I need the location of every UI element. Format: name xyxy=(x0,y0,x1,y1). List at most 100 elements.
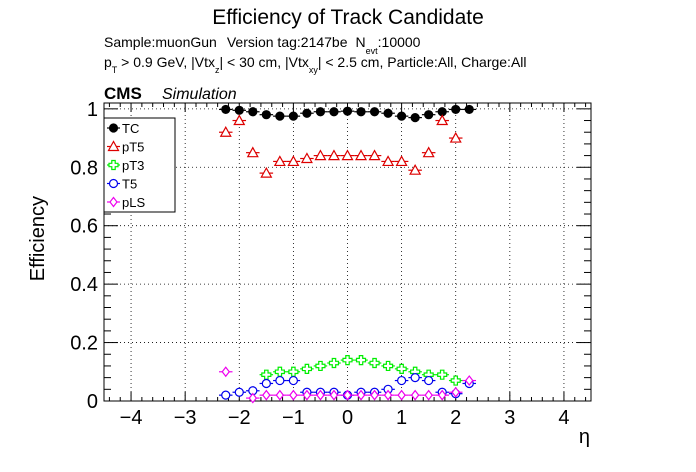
y-tick-label: 0 xyxy=(87,391,98,413)
chart-title: Efficiency of Track Candidate xyxy=(212,6,484,29)
pT3-point xyxy=(382,360,394,372)
y-axis-label: Efficiency xyxy=(27,196,49,281)
y-tick-label: 0.8 xyxy=(70,157,98,179)
T5-point xyxy=(275,375,285,386)
cuts-part-3: | < 2.5 cm, Particle:All, Charge:All xyxy=(318,54,527,70)
legend-entries: TC pT5 pT3 T5 pLS xyxy=(107,121,145,210)
pT3-point xyxy=(342,354,353,366)
legend-marker xyxy=(108,178,119,189)
TC-point xyxy=(221,104,231,115)
x-tick-label: 0 xyxy=(342,407,353,429)
pLS-point xyxy=(424,389,433,401)
x-tick-label: 1 xyxy=(396,407,407,429)
cuts-part-2: | < 30 cm, |Vtx xyxy=(219,54,308,70)
pT5-point xyxy=(233,114,246,126)
TC-point xyxy=(275,111,285,121)
TC-point xyxy=(329,107,339,117)
TC-point xyxy=(424,110,434,120)
pLS-point xyxy=(356,389,366,401)
nevt-prefix: N xyxy=(356,34,366,50)
vtx-xy-subscript: xy xyxy=(309,65,319,75)
nevt-subscript: evt xyxy=(366,46,379,56)
pT3-point xyxy=(450,375,461,386)
TC-point xyxy=(315,107,326,117)
T5-point xyxy=(234,387,244,397)
pT5-point xyxy=(246,146,259,158)
pT5-point xyxy=(368,149,381,161)
pT3-point xyxy=(369,357,380,369)
T5-point xyxy=(221,390,231,400)
sample-label: Sample:muonGun xyxy=(104,34,217,50)
legend-marker xyxy=(109,196,118,208)
TC-point xyxy=(383,108,393,118)
pT3-point xyxy=(274,366,285,377)
pLS-point xyxy=(437,389,447,401)
pLS-point xyxy=(248,392,258,404)
TC-point xyxy=(369,107,380,117)
legend-entry-pT5: pT5 xyxy=(107,140,144,155)
legend-entry-T5: T5 xyxy=(107,177,137,192)
TC-point xyxy=(356,107,366,117)
TC-point xyxy=(464,104,474,115)
pT5-point xyxy=(219,125,232,137)
pT5-point xyxy=(382,155,395,167)
x-tick-label: −2 xyxy=(228,407,251,429)
simulation-label: Simulation xyxy=(162,86,237,103)
pT5-point xyxy=(395,155,408,167)
pT5-point xyxy=(355,149,368,161)
pT3-point xyxy=(328,357,340,369)
x-tick-label: 3 xyxy=(504,407,515,429)
pLS-point xyxy=(370,389,379,401)
pLS-point xyxy=(262,389,271,401)
pLS-point xyxy=(464,375,474,387)
data-series xyxy=(218,104,477,404)
T5-point xyxy=(288,375,298,386)
legend-entry-TC: TC xyxy=(107,121,139,136)
pLS-point xyxy=(329,389,339,401)
nevt-value: :10000 xyxy=(378,34,421,50)
pLS-point xyxy=(383,389,393,401)
legend-entry-pT3: pT3 xyxy=(107,158,144,173)
TC-point xyxy=(234,105,244,115)
TC-point xyxy=(451,104,461,115)
legend-box xyxy=(103,117,176,213)
pT5-point xyxy=(260,166,273,178)
x-tick-label: 2 xyxy=(450,407,461,429)
y-tick-label: 0.6 xyxy=(70,216,98,238)
legend-entry-pLS: pLS xyxy=(107,195,145,210)
y-tick-label: 0.2 xyxy=(70,333,98,355)
pT5-point xyxy=(449,131,462,143)
pT5-point xyxy=(341,149,354,161)
pLS-point xyxy=(316,389,325,401)
pT5-point xyxy=(422,146,435,158)
info-line-2: pT > 0.9 GeV, |Vtxz| < 30 cm, |Vtxxy| < … xyxy=(104,54,527,75)
y-tick-label: 0.4 xyxy=(70,274,98,296)
legend-marker xyxy=(108,159,119,171)
legend-marker xyxy=(108,123,119,133)
pLS-point xyxy=(302,389,312,401)
legend-label: pLS xyxy=(122,195,145,210)
pLS-point xyxy=(343,389,352,401)
pT5-point xyxy=(409,163,422,175)
series-pT5 xyxy=(218,114,463,178)
legend-label: pT3 xyxy=(122,158,144,173)
series-TC xyxy=(218,104,477,123)
x-tick-label: −4 xyxy=(120,407,143,429)
pLS-point xyxy=(410,389,420,401)
TC-point xyxy=(248,107,258,117)
pt-symbol: p xyxy=(104,54,112,70)
TC-point xyxy=(288,111,298,121)
x-tick-label: −1 xyxy=(282,407,305,429)
pT5-point xyxy=(314,149,327,161)
cuts-part-1: > 0.9 GeV, |Vtx xyxy=(117,54,215,70)
y-tick-labels: 0 0.2 0.4 0.6 0.8 1 xyxy=(70,99,98,413)
pLS-point xyxy=(451,386,460,398)
series-pLS xyxy=(218,366,477,404)
pLS-point xyxy=(289,389,298,401)
vtx-z-subscript: z xyxy=(215,65,220,75)
pT3-point xyxy=(261,369,272,380)
pT3-point xyxy=(437,369,448,380)
grid xyxy=(104,103,591,402)
pT5-point xyxy=(327,149,340,161)
